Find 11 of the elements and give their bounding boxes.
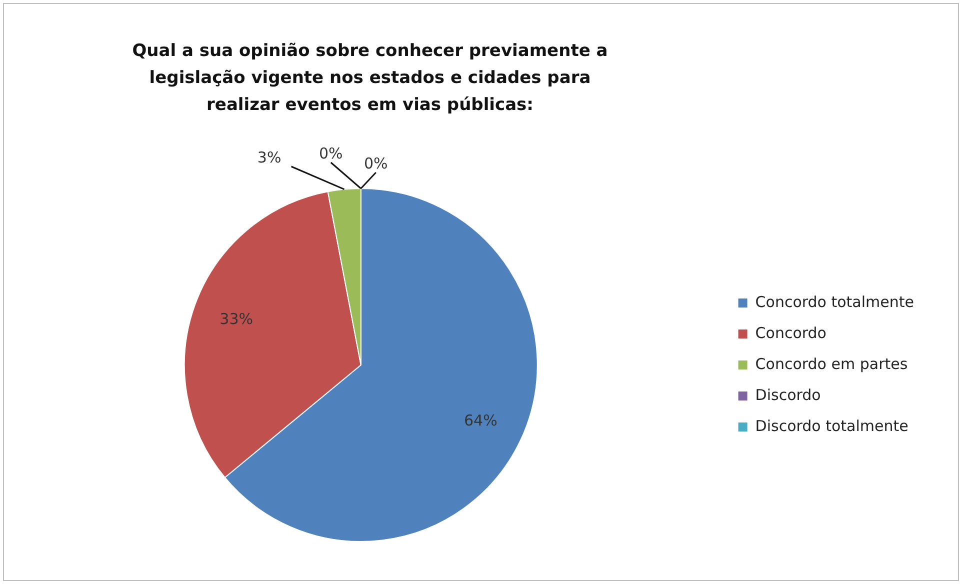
data-label: 64% — [464, 411, 498, 430]
data-label: 33% — [220, 310, 254, 328]
text: 0% — [364, 154, 388, 172]
chart-title: Qual a sua opinião sobre conhecer previamente a legislação vigente nos estados e cidades para realizar eventos em vias públicas: — [131, 40, 609, 117]
legend-label: Concordo em partes — [755, 354, 908, 373]
legend-label: Concordo totalmente — [755, 292, 914, 311]
legend-label: Discordo totalmente — [755, 416, 908, 435]
legend-label: Concordo — [755, 324, 826, 342]
text: 0% — [318, 144, 343, 162]
legend-label: Discordo — [755, 386, 821, 404]
data-label: 3% — [257, 148, 282, 166]
